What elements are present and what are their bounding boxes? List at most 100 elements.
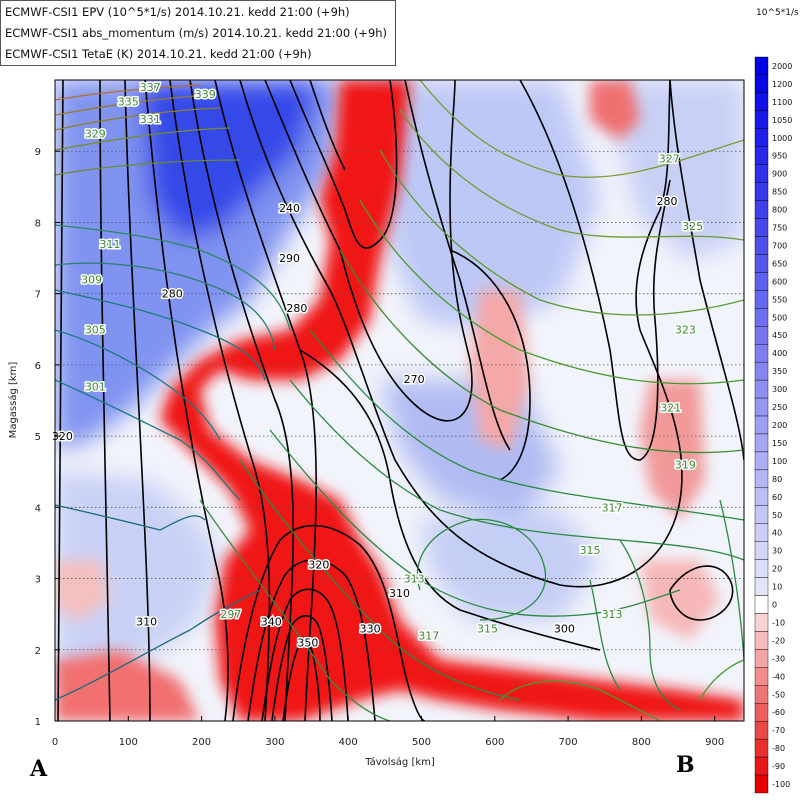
colorbar-label: 1100	[772, 98, 792, 107]
colorbar-label: 800	[772, 206, 787, 215]
abs-momentum-label: 270	[404, 373, 425, 386]
tetae-label: 337	[140, 81, 161, 94]
abs-momentum-label: 290	[279, 252, 300, 265]
colorbar-label: -20	[772, 636, 785, 645]
abs-momentum-label: 240	[279, 202, 300, 215]
colorbar-label: 300	[772, 385, 787, 394]
abs-momentum-label: 320	[308, 558, 329, 571]
colorbar-swatch	[754, 92, 769, 112]
colorbar-swatch	[754, 415, 769, 435]
colorbar-label: 10	[772, 583, 782, 592]
tetae-label: 321	[660, 402, 681, 415]
colorbar-label: 950	[772, 152, 787, 161]
colorbar-swatch	[754, 110, 769, 130]
colorbar-swatch	[754, 146, 769, 165]
colorbar-label: 30	[772, 547, 782, 556]
colorbar-label: 150	[772, 439, 787, 448]
x-tick-label: 600	[485, 737, 504, 748]
x-axis-label: Távolság [km]	[364, 756, 435, 768]
tetae-label: 315	[477, 622, 498, 635]
chart-legend: ECMWF-CSI1 EPV (10^5*1/s) 2014.10.21. ke…	[0, 0, 396, 66]
colorbar-label: 700	[772, 241, 787, 250]
colorbar-swatch	[754, 236, 769, 255]
tetae-label: 311	[99, 238, 120, 251]
y-tick-label: 3	[35, 575, 41, 586]
abs-momentum-label: 280	[657, 195, 678, 208]
colorbar-label: 80	[772, 475, 782, 484]
colorbar-label: 450	[772, 331, 787, 340]
y-tick-label: 7	[35, 290, 41, 301]
colorbar-label: 2000	[772, 62, 792, 71]
x-tick-label: 300	[265, 737, 284, 748]
colorbar-label: -10	[772, 618, 785, 627]
tetae-label: 301	[85, 380, 106, 393]
y-axis-label: Magasság [km]	[7, 362, 19, 439]
tetae-label: 329	[85, 127, 106, 140]
y-tick-label: 1	[35, 717, 41, 728]
colorbar-swatch	[754, 290, 769, 309]
y-tick-label: 2	[35, 646, 41, 657]
colorbar-swatch	[754, 433, 769, 453]
colorbar-label: 50	[772, 511, 782, 520]
section-start-label: A	[30, 756, 48, 782]
y-tick-label: 6	[35, 361, 41, 372]
y-axis: 1 2 3 4 5 6 7 8 9	[35, 147, 60, 728]
colorbar-swatch	[754, 505, 769, 524]
colorbar-swatch	[754, 74, 769, 94]
colorbar-swatch	[754, 272, 769, 291]
colorbar-swatch	[754, 361, 769, 381]
colorbar-label: -30	[772, 654, 785, 663]
colorbar-label: 900	[772, 170, 787, 179]
colorbar-label: 500	[772, 313, 787, 322]
colorbar-swatch	[754, 738, 769, 758]
colorbar-swatch	[754, 649, 769, 668]
tetae-label: 339	[195, 88, 216, 101]
x-axis: 0 100 200 300 400 500 600 700 800 900	[52, 716, 724, 748]
colorbar-label: 600	[772, 277, 787, 286]
abs-momentum-label: 300	[554, 622, 575, 635]
colorbar-label: -70	[772, 726, 785, 735]
colorbar-label: -90	[772, 762, 785, 771]
colorbar-label: 100	[772, 457, 787, 466]
colorbar-label: 1000	[772, 134, 792, 143]
tetae-label: 313	[602, 608, 623, 621]
tetae-label: 317	[602, 501, 623, 514]
legend-abs-momentum: ECMWF-CSI1 abs_momentum (m/s) 2014.10.21…	[5, 26, 388, 40]
tetae-label: 297	[220, 608, 241, 621]
colorbar-swatch	[754, 200, 769, 219]
y-tick-label: 4	[35, 503, 41, 514]
colorbar-swatch	[754, 703, 769, 722]
colorbar-label: 400	[772, 349, 787, 358]
tetae-label: 331	[140, 113, 161, 126]
colorbar-swatch	[754, 541, 769, 560]
colorbar-label: 750	[772, 224, 787, 233]
colorbar-swatch	[754, 756, 769, 776]
section-end-label: B	[676, 752, 695, 778]
colorbar-label: 20	[772, 565, 782, 574]
abs-momentum-label: 350	[297, 637, 318, 650]
colorbar-swatch	[754, 613, 769, 632]
colorbar-swatch	[754, 487, 769, 506]
colorbar-label: 850	[772, 188, 787, 197]
colorbar-swatch	[754, 720, 769, 740]
colorbar-label: 650	[772, 259, 787, 268]
colorbar-label: 1050	[772, 116, 792, 125]
tetae-label: 327	[659, 152, 680, 165]
abs-momentum-label: 330	[360, 622, 381, 635]
colorbar-swatch	[754, 397, 769, 417]
abs-momentum-label: 320	[52, 430, 73, 443]
colorbar-label: -40	[772, 672, 785, 681]
x-tick-label: 500	[412, 737, 431, 748]
colorbar-swatch	[754, 308, 769, 327]
x-tick-label: 400	[339, 737, 358, 748]
colorbar-swatch	[754, 595, 769, 614]
abs-momentum-contours	[57, 80, 744, 721]
colorbar-swatch	[754, 164, 769, 183]
x-tick-label: 0	[52, 737, 58, 748]
colorbar-label: 60	[772, 493, 782, 502]
x-tick-label: 800	[632, 737, 651, 748]
legend-tetae: ECMWF-CSI1 TetaE (K) 2014.10.21. kedd 21…	[5, 47, 312, 61]
colorbar-swatch	[754, 523, 769, 542]
